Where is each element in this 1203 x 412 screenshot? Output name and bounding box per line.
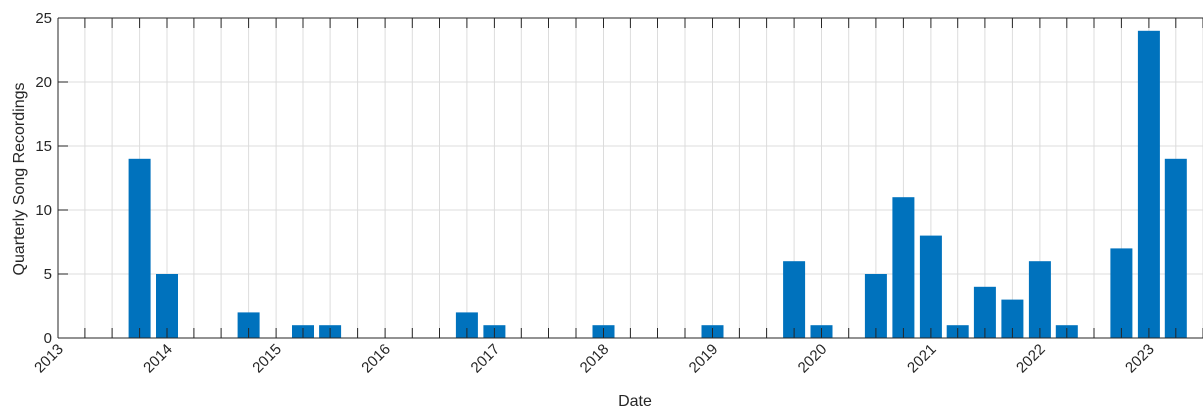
bar (1028, 261, 1051, 338)
bar (1110, 248, 1133, 338)
bar (864, 274, 887, 338)
bar (919, 235, 942, 338)
bar (1164, 158, 1187, 338)
x-tick-label: 2019 (686, 341, 722, 377)
y-tick-label: 0 (44, 330, 52, 347)
y-tick-label: 20 (35, 74, 52, 91)
bar (892, 197, 915, 338)
y-axis-label: Quarterly Song Recordings (11, 83, 28, 276)
x-tick-label: 2015 (249, 341, 285, 377)
bar (783, 261, 806, 338)
x-tick-labels: 2013 2014 2015 2016 2017 2018 2019 2020 2021 2022… (31, 341, 1158, 377)
bar (156, 274, 178, 338)
bar (1001, 299, 1024, 338)
axes (57, 17, 1203, 339)
y-tick-label: 15 (35, 138, 52, 155)
x-tick-label: 2014 (140, 341, 176, 377)
x-tick-label: 2021 (904, 341, 940, 377)
x-tick-label: 2016 (358, 341, 394, 377)
x-axis-label: Date (618, 393, 652, 410)
y-tick-label: 5 (44, 266, 52, 283)
bar (973, 286, 996, 338)
bar (455, 312, 478, 338)
bar (237, 312, 260, 338)
x-tick-label: 2017 (468, 341, 504, 377)
x-tick-label: 2013 (31, 341, 67, 377)
x-tick-label: 2022 (1013, 341, 1049, 377)
x-tick-label: 2023 (1122, 341, 1158, 377)
x-tick-label: 2020 (795, 341, 831, 377)
bar (1137, 30, 1160, 339)
y-tick-label: 10 (35, 202, 52, 219)
grid-lines (57, 17, 1203, 339)
x-tick-label: 2018 (577, 341, 613, 377)
y-tick-label: 25 (35, 10, 52, 27)
bar (128, 158, 151, 338)
y-tick-labels: 0 5 10 15 20 25 (35, 10, 52, 347)
bar-series (128, 30, 1187, 339)
